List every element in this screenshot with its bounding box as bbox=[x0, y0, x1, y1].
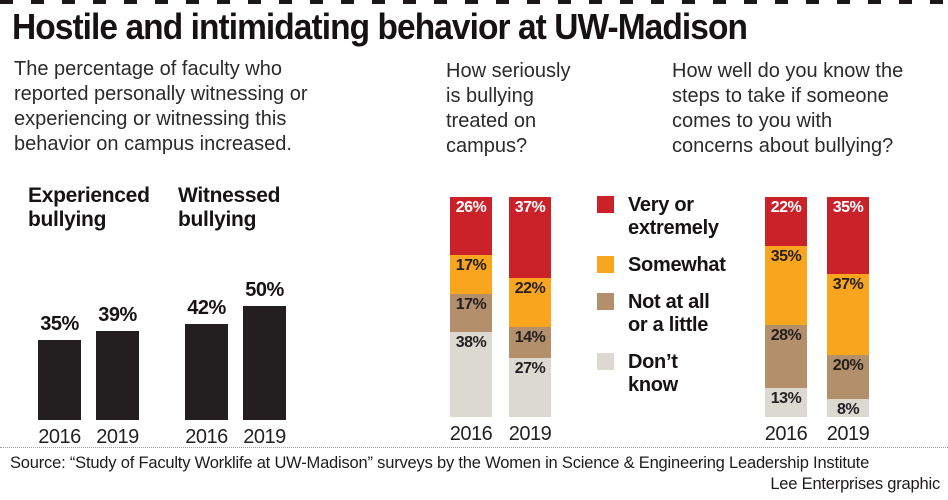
segment-label: 26% bbox=[455, 199, 487, 216]
legend-item-very: Very or extremely bbox=[597, 194, 726, 240]
legend-swatch-orange bbox=[597, 256, 614, 273]
top-dashed-rule bbox=[0, 0, 948, 4]
stacked-segment: 38% bbox=[450, 331, 492, 417]
intro-text: The percentage of faculty who reported p… bbox=[14, 58, 308, 155]
bar-year-label: 2019 bbox=[243, 426, 286, 448]
stacked-segment: 35% bbox=[765, 246, 807, 325]
group-header-witnessed: Witnessed bullying bbox=[178, 184, 281, 231]
stacked-segment: 28% bbox=[765, 324, 807, 388]
stacked-segment: 22% bbox=[765, 197, 807, 247]
segment-label: 35% bbox=[832, 199, 864, 216]
stacked-segment: 37% bbox=[509, 197, 551, 279]
legend-item-somewhat: Somewhat bbox=[597, 254, 726, 277]
segment-label: 35% bbox=[770, 248, 802, 266]
stacked-segment: 22% bbox=[509, 278, 551, 327]
stacked-segment: 27% bbox=[509, 357, 551, 417]
segment-label: 38% bbox=[455, 333, 487, 351]
segment-label: 17% bbox=[455, 257, 487, 275]
bar-year-label: 2016 bbox=[38, 426, 81, 448]
question-steps: How well do you know the steps to take i… bbox=[672, 60, 904, 157]
legend-item-dont-know: Don’t know bbox=[597, 351, 726, 397]
segment-label: 8% bbox=[836, 401, 860, 419]
bar-year-label: 2016 bbox=[764, 423, 808, 445]
bar bbox=[38, 340, 81, 420]
segment-label: 20% bbox=[832, 357, 864, 375]
bottom-rule bbox=[0, 447, 948, 448]
segment-label: 27% bbox=[514, 359, 546, 377]
segment-label: 28% bbox=[770, 326, 802, 344]
legend-swatch-gray bbox=[597, 353, 614, 370]
legend-label: Somewhat bbox=[628, 254, 726, 276]
bar-unit: 39% 2019 bbox=[96, 304, 139, 448]
page-title: Hostile and intimidating behavior at UW-… bbox=[12, 6, 748, 47]
bar-value-label: 35% bbox=[40, 313, 79, 335]
bar-value-label: 39% bbox=[98, 304, 137, 326]
bar-value-label: 42% bbox=[187, 297, 226, 319]
bar-year-label: 2016 bbox=[449, 423, 493, 445]
bar-group: 35% 2016 39% 2019 bbox=[38, 304, 139, 448]
bar bbox=[243, 306, 286, 420]
bar bbox=[96, 331, 139, 420]
bar-year-label: 2019 bbox=[508, 423, 552, 445]
segment-label: 13% bbox=[770, 389, 802, 407]
bar-year-label: 2019 bbox=[96, 426, 139, 448]
stacked-column: 37% 22% 14% 27% 2019 bbox=[509, 197, 552, 445]
stacked-segment: 14% bbox=[509, 326, 551, 358]
stacked-chart-steps: 22% 35% 28% 13% 2016 35% 37% 20% 8% 2019 bbox=[765, 197, 870, 445]
legend-swatch-tan bbox=[597, 293, 614, 310]
stacked-segment: 8% bbox=[827, 399, 869, 419]
question-seriously: How seriously is bullying treated on cam… bbox=[446, 60, 571, 157]
legend: Very or extremely Somewhat Not at all or… bbox=[597, 194, 726, 397]
stacked-chart-seriously: 26% 17% 17% 38% 2016 37% 22% 14% 27% 2019 bbox=[450, 197, 552, 445]
stacked-segment: 35% bbox=[827, 197, 869, 274]
bar-year-label: 2019 bbox=[826, 423, 870, 445]
stacked-column: 22% 35% 28% 13% 2016 bbox=[765, 197, 808, 445]
grouped-bar-chart: 35% 2016 39% 2019 42% 2016 50% 2019 bbox=[38, 279, 286, 448]
stacked-segment: 13% bbox=[765, 387, 807, 417]
bar-group: 42% 2016 50% 2019 bbox=[185, 279, 286, 448]
credit-line: Lee Enterprises graphic bbox=[770, 475, 940, 493]
stacked-segment: 26% bbox=[450, 197, 492, 256]
stacked-segment: 20% bbox=[827, 355, 869, 400]
bar bbox=[185, 324, 228, 420]
segment-label: 14% bbox=[514, 328, 546, 346]
legend-label: Not at all or a little bbox=[628, 291, 710, 336]
bar-unit: 50% 2019 bbox=[243, 279, 286, 448]
stacked-column: 35% 37% 20% 8% 2019 bbox=[827, 197, 870, 445]
legend-label: Very or extremely bbox=[628, 194, 719, 239]
segment-label: 37% bbox=[832, 276, 864, 293]
bar-value-label: 50% bbox=[245, 279, 284, 301]
segment-label: 37% bbox=[514, 199, 546, 216]
legend-label: Don’t know bbox=[628, 351, 678, 396]
bar-unit: 42% 2016 bbox=[185, 297, 228, 448]
stacked-segment: 17% bbox=[450, 255, 492, 294]
legend-item-not-at-all: Not at all or a little bbox=[597, 291, 726, 337]
segment-label: 22% bbox=[514, 280, 546, 298]
stacked-segment: 17% bbox=[450, 293, 492, 332]
group-header-experienced: Experienced bullying bbox=[28, 184, 150, 231]
stacked-segment: 37% bbox=[827, 274, 869, 356]
source-line: Source: “Study of Faculty Worklife at UW… bbox=[10, 454, 870, 472]
bar-year-label: 2016 bbox=[185, 426, 228, 448]
segment-label: 17% bbox=[455, 295, 487, 313]
legend-swatch-red bbox=[597, 196, 614, 213]
segment-label: 22% bbox=[770, 199, 802, 216]
stacked-column: 26% 17% 17% 38% 2016 bbox=[450, 197, 493, 445]
bar-unit: 35% 2016 bbox=[38, 313, 81, 448]
